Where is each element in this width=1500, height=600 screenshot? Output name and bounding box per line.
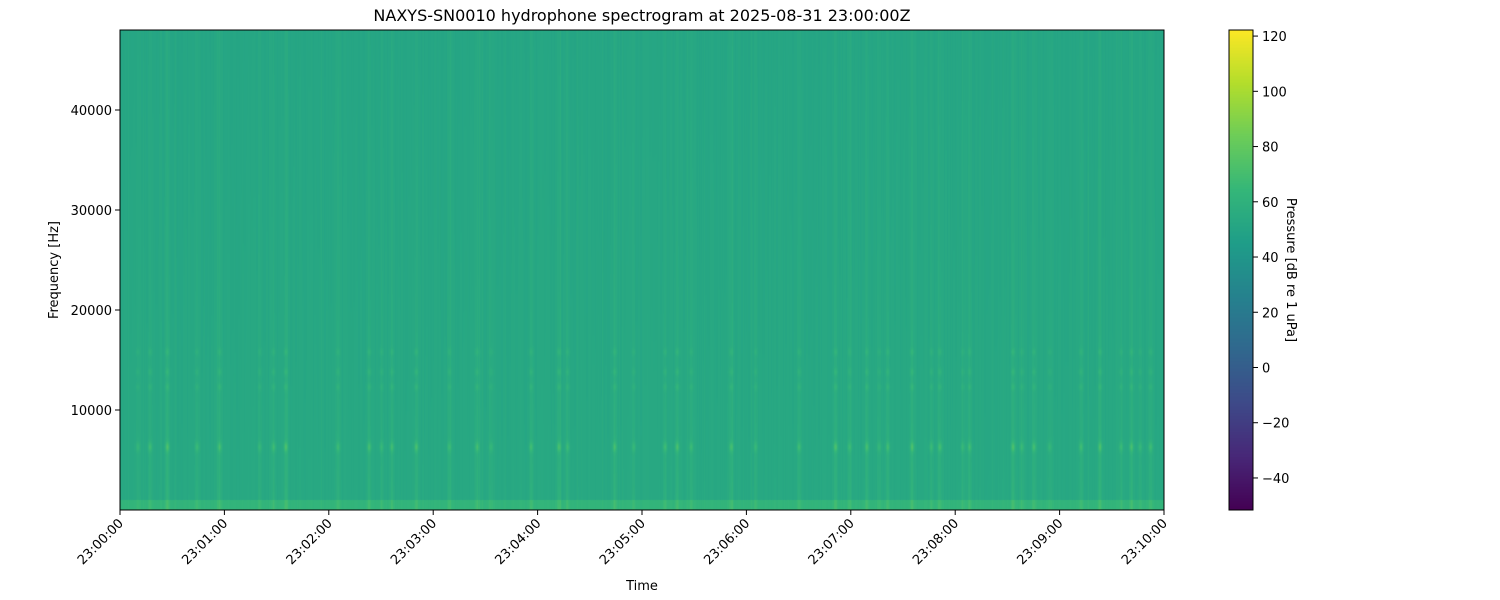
x-axis-label: Time <box>625 579 658 594</box>
x-tick-label: 23:06:00 <box>701 516 753 568</box>
spectrogram-image <box>120 30 1164 510</box>
x-tick-label: 23:08:00 <box>910 516 962 568</box>
colorbar-tick-label: 120 <box>1262 30 1287 45</box>
colorbar-tick-label: 20 <box>1262 306 1279 321</box>
x-tick-label: 23:05:00 <box>597 516 649 568</box>
colorbar <box>1229 30 1253 510</box>
y-axis-label: Frequency [Hz] <box>47 221 62 319</box>
colorbar-tick-label: 100 <box>1262 85 1287 100</box>
colorbar-tick-label: 80 <box>1262 141 1279 156</box>
colorbar-tick-label: −40 <box>1262 472 1289 487</box>
x-tick-label: 23:00:00 <box>75 516 127 568</box>
x-tick-label: 23:03:00 <box>388 516 440 568</box>
colorbar-tick-label: 0 <box>1262 361 1270 376</box>
x-tick-label: 23:09:00 <box>1015 516 1067 568</box>
x-tick-label: 23:07:00 <box>806 516 858 568</box>
colorbar-label: Pressure [dB re 1 uPa] <box>1283 198 1298 342</box>
colorbar-tick-label: 40 <box>1262 251 1279 266</box>
plot-frame <box>119 29 1165 511</box>
x-tick-label: 23:02:00 <box>284 516 336 568</box>
y-tick-label: 40000 <box>71 104 112 119</box>
colorbar-tick-label: 60 <box>1262 196 1279 211</box>
y-tick-label: 20000 <box>71 304 112 319</box>
x-tick-label: 23:01:00 <box>179 516 231 568</box>
chart-title: NAXYS-SN0010 hydrophone spectrogram at 2… <box>373 6 910 25</box>
colorbar-frame <box>1228 29 1254 511</box>
colorbar-tick-label: −20 <box>1262 417 1289 432</box>
y-tick-label: 30000 <box>71 204 112 219</box>
y-tick-label: 10000 <box>71 404 112 419</box>
x-tick-label: 23:04:00 <box>493 516 545 568</box>
x-tick-label: 23:10:00 <box>1119 516 1171 568</box>
